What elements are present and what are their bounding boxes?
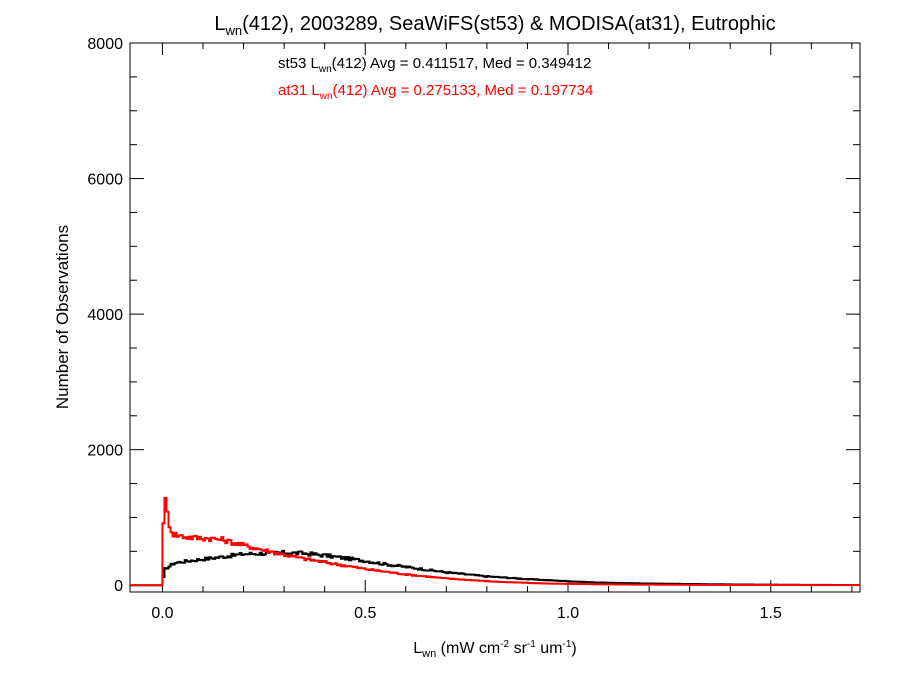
series-st53-line xyxy=(130,549,860,587)
x-label-sup1: -2 xyxy=(500,639,509,650)
title-subscript: wn xyxy=(224,23,242,38)
x-axis-label: Lwn (mW cm-2 sr-1 um-1) xyxy=(413,639,576,660)
annotation-st53-suffix: (412) Avg = 0.411517, Med = 0.349412 xyxy=(332,55,592,72)
series-at31-line xyxy=(130,496,860,587)
annotation-at31-suffix: (412) Avg = 0.275133, Med = 0.197734 xyxy=(333,82,594,99)
x-label-p4: ) xyxy=(571,640,576,657)
x-tick-label: 1.0 xyxy=(557,605,579,622)
annotation-st53-sub: wn xyxy=(318,64,332,75)
x-label-p2: sr xyxy=(509,640,527,657)
y-tick-label: 0 xyxy=(114,578,123,595)
y-tick-label: 4000 xyxy=(87,307,123,324)
annotation-st53: st53 Lwn(412) Avg = 0.411517, Med = 0.34… xyxy=(278,55,591,75)
data-series xyxy=(130,496,860,587)
x-label-main: L xyxy=(413,640,422,657)
chart-title: Lwn(412), 2003289, SeaWiFS(st53) & MODIS… xyxy=(214,13,775,38)
annotation-st53-prefix: st53 L xyxy=(278,55,319,72)
title-main: L xyxy=(214,13,225,35)
title-rest: (412), 2003289, SeaWiFS(st53) & MODISA(a… xyxy=(242,13,776,35)
annotation-at31-prefix: at31 L xyxy=(278,82,320,99)
annotation-at31-sub: wn xyxy=(319,91,333,102)
y-axis-label: Number of Observations xyxy=(53,225,72,409)
y-tick-label: 6000 xyxy=(87,172,123,189)
x-label-p1: (mW cm xyxy=(436,640,500,657)
x-tick-label: 1.5 xyxy=(760,605,782,622)
x-label-sup2: -1 xyxy=(527,639,536,650)
y-tick-label: 2000 xyxy=(87,443,123,460)
x-tick-label: 0.5 xyxy=(354,605,376,622)
x-label-sub: wn xyxy=(421,648,436,660)
annotation-at31: at31 Lwn(412) Avg = 0.275133, Med = 0.19… xyxy=(278,82,593,102)
y-tick-label: 8000 xyxy=(87,36,123,53)
plot-area-frame xyxy=(129,42,861,593)
x-tick-label: 0.0 xyxy=(151,605,173,622)
x-label-p3: um xyxy=(536,640,563,657)
axis-ticks: 0.0 0.5 1.0 1.5 0 2000 4000 6000 8000 xyxy=(87,36,860,622)
x-label-sup3: -1 xyxy=(562,639,571,650)
